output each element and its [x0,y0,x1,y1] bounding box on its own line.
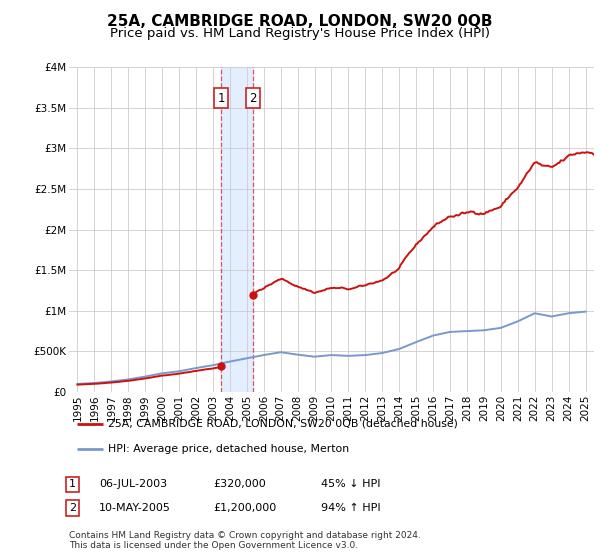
Text: 1: 1 [218,91,225,105]
Text: 2: 2 [69,503,76,513]
Text: 10-MAY-2005: 10-MAY-2005 [99,503,171,513]
Text: 45% ↓ HPI: 45% ↓ HPI [321,479,380,489]
Point [217,362,226,371]
Text: Contains HM Land Registry data © Crown copyright and database right 2024.
This d: Contains HM Land Registry data © Crown c… [69,531,421,550]
Point [248,290,258,299]
Text: £320,000: £320,000 [213,479,266,489]
Text: 25A, CAMBRIDGE ROAD, LONDON, SW20 0QB: 25A, CAMBRIDGE ROAD, LONDON, SW20 0QB [107,14,493,29]
Text: 2: 2 [249,91,257,105]
Text: HPI: Average price, detached house, Merton: HPI: Average price, detached house, Mert… [109,444,349,454]
Text: 06-JUL-2003: 06-JUL-2003 [99,479,167,489]
Text: Price paid vs. HM Land Registry's House Price Index (HPI): Price paid vs. HM Land Registry's House … [110,27,490,40]
Text: 25A, CAMBRIDGE ROAD, LONDON, SW20 0QB (detached house): 25A, CAMBRIDGE ROAD, LONDON, SW20 0QB (d… [109,419,458,429]
Text: £1,200,000: £1,200,000 [213,503,276,513]
Text: 94% ↑ HPI: 94% ↑ HPI [321,503,380,513]
Text: 1: 1 [69,479,76,489]
Bar [221,67,253,392]
